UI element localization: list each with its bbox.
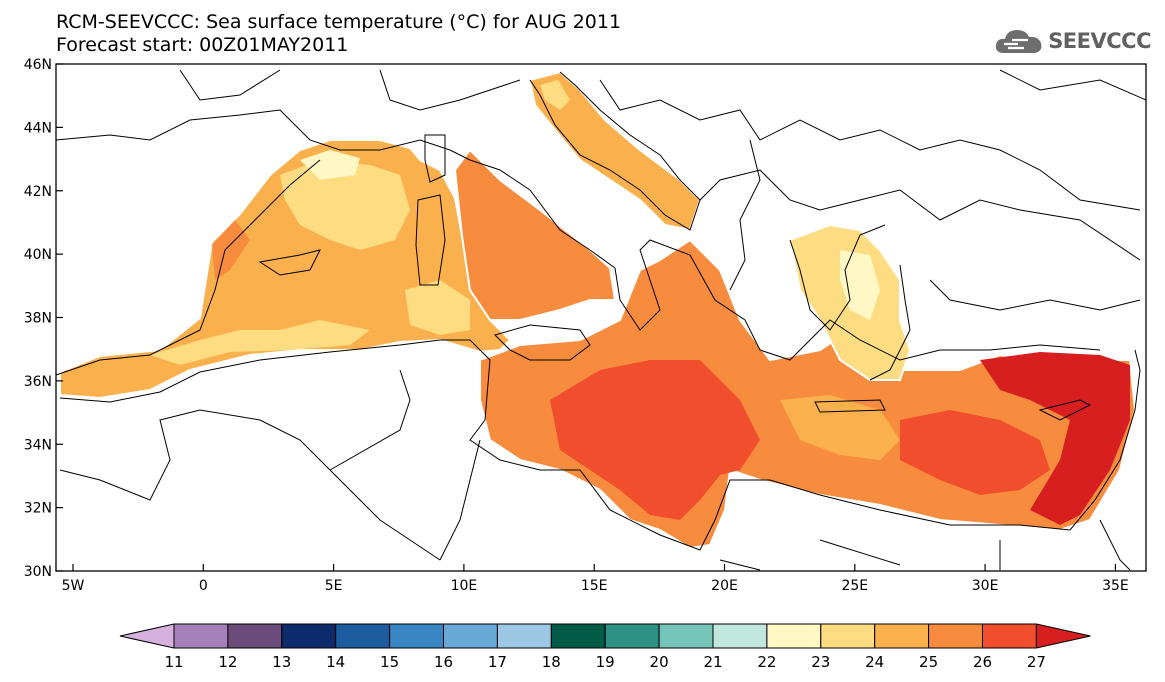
colorbar-box [227, 623, 283, 649]
colorbar-label: 18 [542, 653, 561, 671]
cloud-icon [996, 30, 1042, 53]
colorbar-label: 14 [326, 653, 345, 671]
lon-tick-label: 35E [1102, 578, 1129, 594]
colorbar-box [281, 623, 337, 649]
colorbar-label: 24 [865, 653, 884, 671]
colorbar-high-arrow [1035, 623, 1091, 649]
colorbar-label: 19 [596, 653, 615, 671]
colorbar-box [389, 623, 445, 649]
colorbar-label: 21 [703, 653, 722, 671]
colorbar-box [173, 623, 229, 649]
lon-tick-label: 10E [451, 578, 478, 594]
forecast-start-label: Forecast start: 00Z01MAY2011 [56, 34, 349, 56]
colorbar-box [335, 623, 391, 649]
colorbar-box [982, 623, 1037, 649]
colorbar-label: 15 [380, 653, 399, 671]
colorbar-label: 22 [757, 653, 776, 671]
colorbar-label: 23 [811, 653, 830, 671]
colorbar-label: 25 [919, 653, 938, 671]
colorbar-box [766, 623, 822, 649]
lon-tick-label: 25E [841, 578, 868, 594]
lat-tick-label: 34N [24, 437, 52, 453]
lat-tick-label: 44N [24, 120, 52, 136]
latitude-axis: 30N 32N 34N 36N 38N 40N 42N 44N 46N [24, 57, 63, 580]
seevccc-logo: SEEVCCC [994, 26, 1151, 56]
lat-tick-label: 46N [24, 57, 52, 73]
colorbar-label: 11 [164, 653, 183, 671]
colorbar-label: 26 [973, 653, 992, 671]
lat-tick-label: 36N [24, 374, 52, 390]
lon-tick-label: 5W [62, 578, 85, 594]
colorbar-label: 17 [488, 653, 507, 671]
colorbar-label: 27 [1027, 653, 1046, 671]
longitude-axis: 5W 0 5E 10E 15E 20E 25E 30E 35E [62, 564, 1129, 594]
lon-tick-label: 20E [711, 578, 738, 594]
colorbar-box [550, 623, 606, 649]
lon-tick-label: 5E [325, 578, 343, 594]
chart-title: RCM-SEEVCCC: Sea surface temperature (°C… [56, 11, 622, 33]
colorbar-label: 13 [272, 653, 291, 671]
colorbar-label: 20 [650, 653, 669, 671]
coastlines [55, 69, 1147, 571]
lat-tick-label: 32N [24, 501, 52, 517]
lon-tick-label: 0 [199, 578, 208, 594]
lat-tick-label: 42N [24, 184, 52, 200]
lat-tick-label: 40N [24, 247, 52, 263]
colorbar-box [496, 623, 552, 649]
colorbar-box [874, 623, 930, 649]
lat-tick-label: 30N [24, 564, 52, 580]
colorbar-box [712, 623, 768, 649]
colorbar-label: 12 [218, 653, 237, 671]
lon-tick-label: 15E [581, 578, 608, 594]
colorbar-box [928, 623, 983, 649]
lat-tick-label: 38N [24, 311, 52, 327]
colorbar-box [443, 623, 498, 649]
lon-tick-label: 30E [972, 578, 999, 594]
colorbar-box [604, 623, 660, 649]
colorbar-box [658, 623, 714, 649]
colorbar-low-arrow [119, 623, 175, 649]
colorbar-box [820, 623, 876, 649]
colorbar-label: 16 [434, 653, 453, 671]
